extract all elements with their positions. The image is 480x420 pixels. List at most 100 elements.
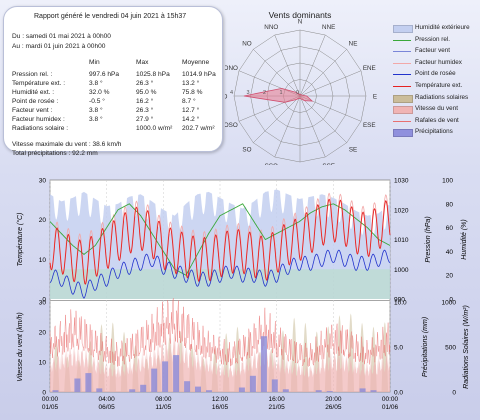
x-tick-date: 11/05 [155, 404, 171, 411]
solar-tick-label: 500 [445, 345, 456, 352]
temp-tick-label: 20 [39, 217, 47, 224]
wind-speed-area [50, 330, 390, 392]
pressure-tick-label: 1000 [394, 267, 409, 274]
stat-label: Facteur humidex : [12, 116, 65, 123]
legend-label: Radiations solaires [415, 93, 469, 101]
wind-tick-label: 20 [39, 330, 47, 337]
legend-item: Vitesse du vent [393, 105, 479, 115]
pressure-baseline-band [50, 269, 390, 299]
temp-tick-label: 10 [39, 257, 47, 264]
col-header-avg: Moyenne [182, 59, 210, 66]
humidity-tick-label: 80 [446, 201, 454, 208]
dewpoint-line [50, 249, 391, 299]
weather-charts: 01020309901000101010201030020406080100Te… [16, 178, 470, 412]
precipitation-bar [271, 379, 278, 392]
legend-swatch [393, 86, 411, 87]
humidity-tick-label: 60 [446, 225, 454, 232]
rose-spoke [274, 34, 301, 97]
humidity-tick-label: 40 [446, 249, 454, 256]
wind-gust-line [49, 298, 391, 368]
precipitation-bar [359, 388, 366, 392]
rose-spoke [299, 95, 347, 143]
rose-direction-label: NO [242, 40, 252, 47]
x-tick-time: 12:00 [212, 396, 229, 403]
x-tick-time: 00:00 [42, 396, 59, 403]
report-panel: Rapport généré le vendredi 04 juin 2021 … [3, 6, 223, 157]
humidity-axis-label: Humidité (%) [461, 219, 468, 259]
stat-label: Point de rosée : [12, 98, 59, 105]
precipitation-bar [238, 387, 245, 392]
legend-item: Radiations solaires [393, 94, 479, 103]
legend-swatch [393, 51, 411, 53]
rose-spoke [299, 34, 326, 97]
stat-avg: 12.7 ° [182, 107, 200, 114]
temp-tick-label: 30 [39, 178, 47, 185]
legend-swatch [393, 74, 411, 76]
stat-label: Pression rel. : [12, 71, 53, 78]
rose-direction-label: SSO [265, 163, 278, 165]
precipitation-bar [173, 355, 180, 392]
rose-title: Vents dominants [269, 10, 332, 20]
legend-item: Point de rosée [393, 70, 479, 79]
precipitation-bar [85, 373, 92, 392]
precipitation-bar [151, 368, 158, 392]
legend-label: Facteur humidex [415, 58, 462, 66]
precipitation-bar [282, 389, 289, 392]
rose-direction-label: ONO [225, 65, 238, 72]
x-tick-time: 20:00 [325, 396, 342, 403]
solar-tick-label: 1000 [442, 300, 457, 307]
rose-direction-label: OSO [225, 122, 238, 129]
rose-spoke [299, 70, 362, 97]
humidity-tick-label: 100 [442, 178, 453, 185]
stat-avg: 75.8 % [182, 89, 203, 96]
rose-ring-label: 3 [246, 90, 249, 96]
rose-ring-label: 2 [263, 90, 266, 96]
stat-avg: 202.7 w/m² [182, 125, 215, 132]
rose-direction-label: O [225, 94, 228, 101]
precipitation-bar [162, 361, 169, 392]
rose-ring-label: 1 [279, 90, 282, 96]
precipitation-bar [184, 381, 191, 392]
humidity-tick-label: 0 [449, 297, 453, 304]
x-tick-time: 08:00 [155, 396, 172, 403]
x-tick-time: 04:00 [99, 396, 116, 403]
stat-max: 27.9 ° [136, 116, 154, 123]
temp-tick-label: 0 [42, 297, 46, 304]
rose-ring-label: 0 [296, 90, 299, 96]
legend-swatch [393, 39, 411, 41]
rose-direction-label: SE [349, 147, 357, 154]
legend-label: Pression rel. [415, 35, 450, 43]
humidity-tick-label: 20 [446, 273, 454, 280]
stat-max: 95.0 % [136, 89, 157, 96]
legend-label: Point de rosée [415, 70, 456, 78]
legend-label: Humidité extérieure [415, 24, 470, 31]
stat-avg: 1014.9 hPa [182, 71, 216, 78]
precipitation-bar [206, 390, 212, 392]
wind-max: Vitesse maximale du vent : 38.6 km/h [12, 141, 122, 148]
precipitation-bar [370, 390, 377, 392]
precip-tick-label: 0.0 [394, 390, 403, 397]
stat-min: -0.5 ° [89, 98, 105, 105]
solar-tick-label: 0 [452, 390, 456, 397]
rose-direction-label: SO [242, 147, 251, 154]
stat-label: Température ext. : [12, 80, 66, 87]
precipitation-bar [129, 389, 136, 392]
stat-min: 997.6 hPa [89, 71, 120, 78]
rose-direction-label: ENE [363, 65, 376, 72]
stat-min: 3.8 ° [89, 107, 103, 114]
legend-item: Rafales de vent [393, 117, 479, 126]
stat-avg: 14.2 ° [182, 116, 200, 123]
pressure-tick-label: 1020 [394, 207, 409, 214]
total-precip: Total précipitations : 92.2 mm [12, 150, 98, 157]
x-tick-date: 21/05 [269, 404, 286, 411]
legend-item: Facteur humidex [393, 59, 479, 68]
rose-spoke [253, 49, 301, 97]
precipitation-bar [52, 390, 59, 392]
pressure-tick-label: 1030 [394, 178, 409, 185]
stat-max: 1025.8 hPa [136, 71, 170, 78]
legend-label: Précipitations [415, 128, 453, 136]
precipitation-bar [260, 336, 267, 392]
wind-axis-label: Vitesse du vent (km/h) [17, 312, 24, 382]
precipitation-bar [195, 386, 201, 392]
rose-direction-label: NE [349, 40, 358, 47]
